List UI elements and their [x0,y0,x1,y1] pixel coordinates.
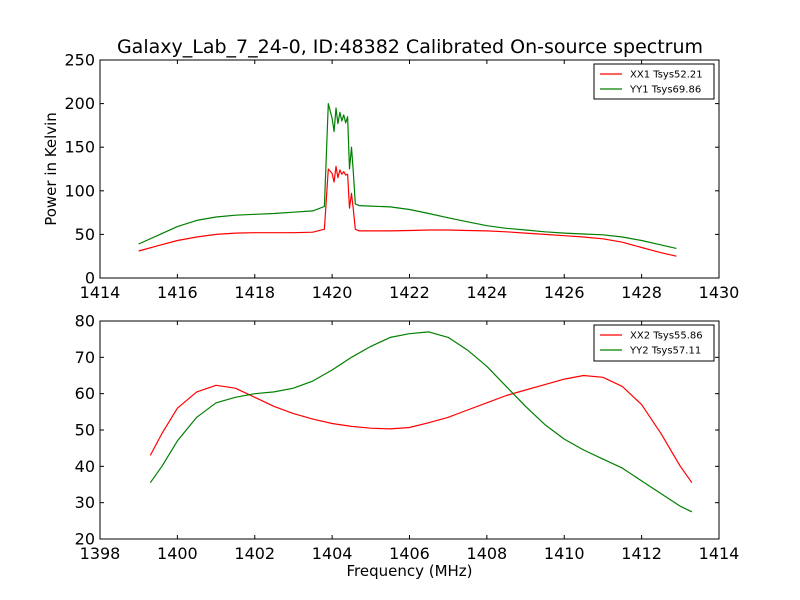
y-tick-label: 30 [75,493,95,512]
y-tick-label: 200 [64,94,95,113]
y-axis-label: Power in Kelvin [42,112,60,226]
x-tick-label: 1428 [621,283,662,302]
x-tick-label: 1408 [467,544,508,563]
legend-label: XX1 Tsys52.21 [630,70,703,81]
figure-title: Galaxy_Lab_7_24-0, ID:48382 Calibrated O… [117,36,703,58]
x-tick-label: 1400 [157,544,198,563]
subplot-1: 1414 1416 1418 1420 1422 1424 1426 1428 1430 0 50 1… [42,51,739,303]
y-tick-label: 20 [75,530,95,549]
x-tick-label: 1412 [621,544,662,563]
legend-label: YY2 Tsys57.11 [629,346,701,357]
y-tick-label: 250 [64,51,95,70]
y-tick-label: 70 [75,348,95,367]
series-line-2-2 [149,331,693,513]
x-tick-label: 1418 [234,283,275,302]
legend: XX2 Tsys55.86 YY2 Tsys57.11 [593,324,715,362]
y-tick-label: 100 [64,181,95,200]
x-tick-label: 1410 [544,544,585,563]
series-line-1-2 [138,102,677,249]
x-axis-label: Frequency (MHz) [346,562,472,580]
x-tick-label: 1414 [699,544,740,563]
legend-box [593,63,715,100]
x-tick-label: 1426 [544,283,585,302]
legend-box [593,324,715,362]
y-tick-label: 50 [75,225,95,244]
x-tick-label: 1404 [312,544,353,563]
x-tick-label: 1406 [389,544,430,563]
legend-label: YY1 Tsys69.86 [629,85,701,96]
y-tick-label: 0 [85,269,95,288]
x-tick-label: 1420 [312,283,353,302]
x-tick-label: 1424 [467,283,508,302]
y-tick-label: 150 [64,138,95,157]
x-tick-label: 1430 [699,283,740,302]
subplot-2: 1398 1400 1402 1404 1406 1408 1410 1412 1414 20 30… [75,312,740,581]
series-line-2-1 [149,374,693,484]
legend-label: XX2 Tsys55.86 [630,331,703,342]
y-tick-label: 60 [75,384,95,403]
y-tick-label: 50 [75,421,95,440]
series-line-1-1 [138,165,677,257]
x-tick-label: 1414 [80,283,121,302]
x-tick-label: 1422 [389,283,430,302]
legend: XX1 Tsys52.21 YY1 Tsys69.86 [593,63,715,100]
x-tick-label: 1398 [80,544,121,563]
x-tick-label: 1416 [157,283,198,302]
y-tick-label: 80 [75,312,95,331]
y-tick-label: 40 [75,457,95,476]
x-tick-label: 1402 [234,544,275,563]
